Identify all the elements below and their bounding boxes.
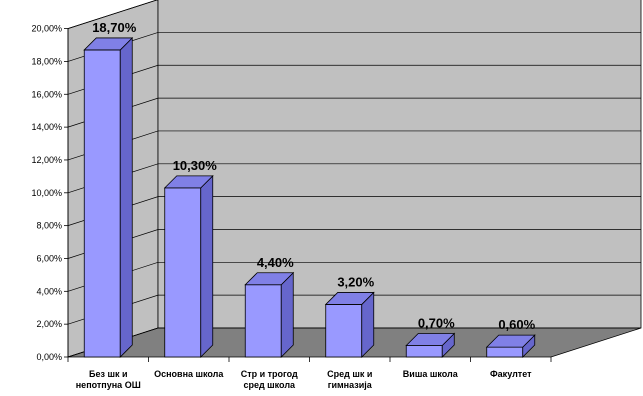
y-tick-label: 20,00% (31, 24, 62, 34)
y-tick-label: 2,00% (36, 319, 62, 329)
data-label: 3,20% (337, 274, 374, 289)
x-axis-categories: Без шк и непотпуна ОШ Основна школа Стр и т… (76, 369, 532, 390)
y-tick-label: 4,00% (36, 286, 62, 296)
bar-top (83, 37, 134, 51)
data-label: 18,70% (92, 20, 137, 35)
category-label: Без шк и непотпуна ОШ (76, 369, 141, 390)
data-label: 10,30% (173, 158, 218, 173)
bar-side (119, 36, 133, 358)
category-label: Виша школа (403, 369, 459, 379)
y-tick-label: 16,00% (31, 89, 62, 99)
bar (405, 332, 456, 358)
bar-front (486, 346, 524, 358)
category-label-line: Основна школа (154, 369, 224, 379)
category-label-line: гимназија (328, 380, 373, 390)
y-axis-ticks: 0,00% 2,00% 4,00% 6,00% 8,00% 10,00% 12,00% 14,… (31, 24, 552, 362)
bar-top (324, 292, 375, 305)
y-tick-label: 0,00% (36, 352, 62, 362)
y-tick-label: 14,00% (31, 122, 62, 132)
category-label-line: Виша школа (403, 369, 459, 379)
bar (485, 334, 536, 358)
bar-top (485, 334, 536, 348)
category-label-line: Сред шк и (327, 369, 372, 379)
category-label: Факултет (490, 369, 532, 379)
bar-front (405, 345, 443, 358)
bars (83, 36, 536, 358)
bar (244, 271, 295, 358)
category-label: Сред шк и гимназија (327, 369, 373, 390)
category-label-line: Без шк и (89, 369, 128, 379)
bar-front (325, 304, 363, 358)
data-label: 4,40% (257, 255, 294, 270)
category-label-line: непотпуна ОШ (76, 380, 141, 390)
bar-side (280, 271, 294, 358)
bar-top (163, 175, 214, 189)
category-label-line: Стр и трогод (241, 369, 298, 379)
y-tick-label: 12,00% (31, 155, 62, 165)
y-tick-label: 6,00% (36, 253, 62, 263)
bar-side (200, 174, 214, 358)
category-label-line: Факултет (490, 369, 532, 379)
y-tick-label: 10,00% (31, 188, 62, 198)
gridline (67, 0, 158, 29)
category-label-line: сред школа (243, 380, 296, 390)
bar-top (405, 333, 456, 346)
bar (83, 36, 134, 358)
category-label: Основна школа (154, 369, 224, 379)
bar (324, 291, 375, 358)
data-label: 0,60% (498, 317, 535, 332)
data-label: 0,70% (418, 316, 455, 331)
data-labels: 18,70% 10,30% 4,40% 3,20% 0,70% 0,60% (92, 20, 535, 332)
bar-top (244, 272, 295, 286)
bar-front (164, 187, 202, 358)
bar-front (244, 284, 282, 358)
bar (163, 174, 214, 358)
y-tick-label: 18,00% (31, 56, 62, 66)
bar-front (83, 49, 121, 358)
category-label: Стр и трогод сред школа (241, 369, 298, 390)
y-tick-label: 8,00% (36, 221, 62, 231)
